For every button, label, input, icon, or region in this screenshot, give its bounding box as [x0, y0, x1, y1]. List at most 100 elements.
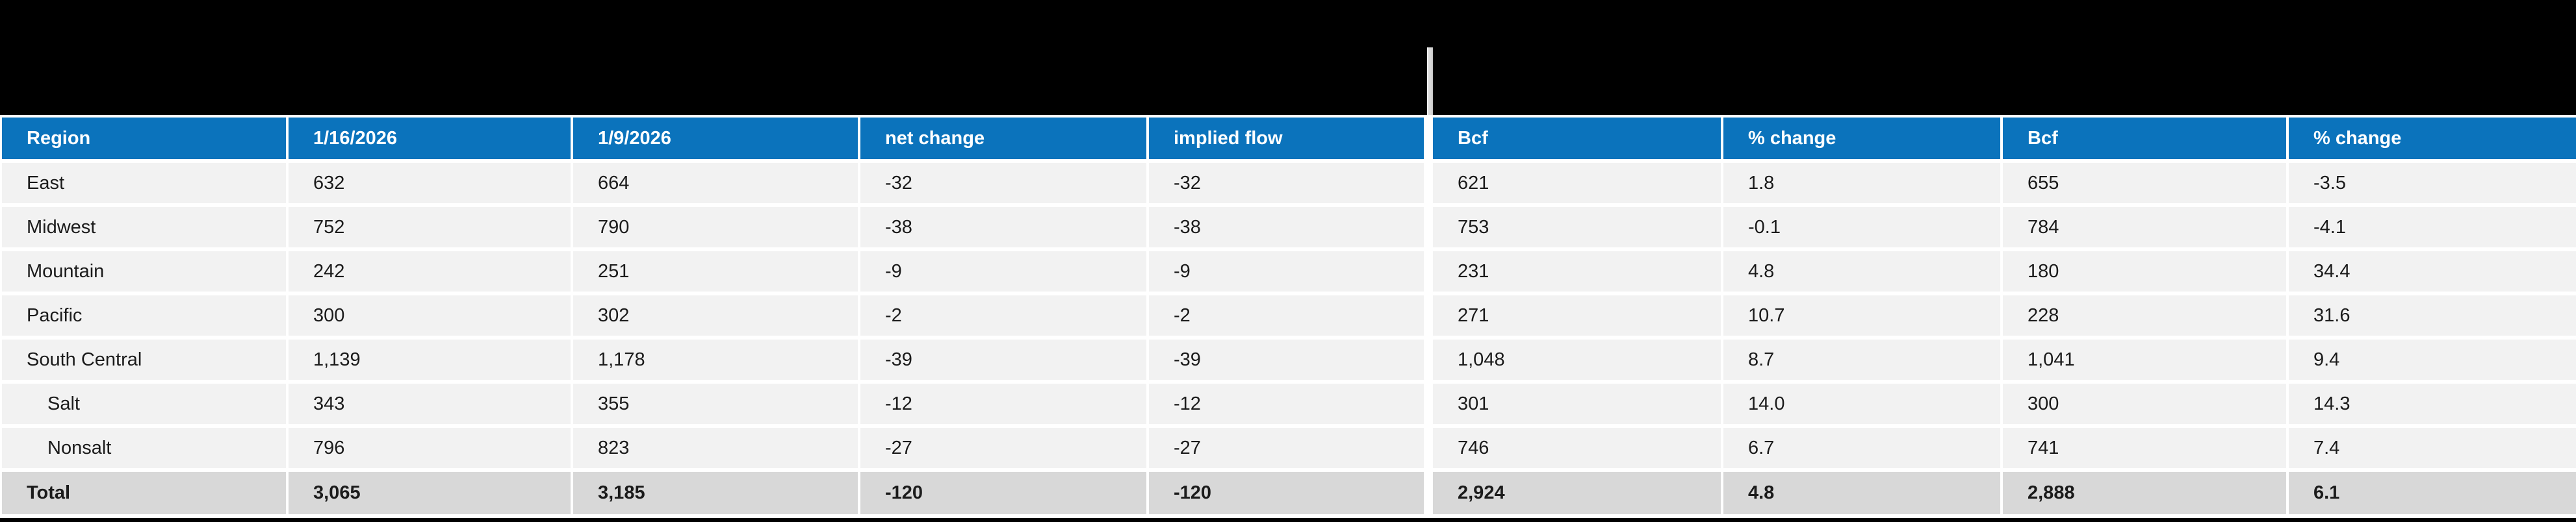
- cell: -27: [1149, 428, 1426, 468]
- cell: 300: [2003, 384, 2289, 424]
- header-cell-pct-change-2: % change: [2289, 118, 2576, 159]
- total-cell: 3,185: [573, 472, 860, 514]
- cell: 664: [573, 163, 860, 203]
- header-cell-date-prior: 1/9/2026: [573, 118, 860, 159]
- cell: 355: [573, 384, 860, 424]
- cell: 746: [1433, 428, 1723, 468]
- cell: 655: [2003, 163, 2289, 203]
- header-cell-region: Region: [2, 118, 289, 159]
- total-cell: -120: [1149, 472, 1426, 514]
- cell: 621: [1433, 163, 1723, 203]
- cell: -9: [1149, 251, 1426, 292]
- group-divider: [1426, 295, 1433, 336]
- total-cell: -120: [860, 472, 1149, 514]
- cell: 1,139: [289, 340, 573, 380]
- cell: 4.8: [1723, 251, 2003, 292]
- cell: -32: [1149, 163, 1426, 203]
- cell: 1,041: [2003, 340, 2289, 380]
- table-row: South Central 1,139 1,178 -39 -39 1,048 …: [2, 340, 2576, 380]
- cell: -12: [1149, 384, 1426, 424]
- cell: 796: [289, 428, 573, 468]
- cell: -2: [860, 295, 1149, 336]
- storage-table: Region 1/16/2026 1/9/2026 net change imp…: [0, 118, 2576, 515]
- cell: 31.6: [2289, 295, 2576, 336]
- group-divider: [1426, 207, 1433, 247]
- row-label: Pacific: [2, 295, 289, 336]
- cell: 271: [1433, 295, 1723, 336]
- row-label: Mountain: [2, 251, 289, 292]
- total-cell: 3,065: [289, 472, 573, 514]
- table-header-row: Region 1/16/2026 1/9/2026 net change imp…: [2, 118, 2576, 159]
- cell: 231: [1433, 251, 1723, 292]
- cell: 302: [573, 295, 860, 336]
- cell: 9.4: [2289, 340, 2576, 380]
- cell: -27: [860, 428, 1149, 468]
- group-divider: [1426, 163, 1433, 203]
- header-cell-implied-flow: implied flow: [1149, 118, 1426, 159]
- cell: 228: [2003, 295, 2289, 336]
- cell: -32: [860, 163, 1149, 203]
- cell: 14.3: [2289, 384, 2576, 424]
- cell: 741: [2003, 428, 2289, 468]
- cell: -39: [1149, 340, 1426, 380]
- cell: 34.4: [2289, 251, 2576, 292]
- table-row: Salt 343 355 -12 -12 301 14.0 300 14.3: [2, 384, 2576, 424]
- header-cell-bcf-2: Bcf: [2003, 118, 2289, 159]
- table-row: Midwest 752 790 -38 -38 753 -0.1 784 -4.…: [2, 207, 2576, 247]
- cell: 752: [289, 207, 573, 247]
- cell: 343: [289, 384, 573, 424]
- table-total-row: Total 3,065 3,185 -120 -120 2,924 4.8 2,…: [2, 472, 2576, 514]
- header-cell-net-change: net change: [860, 118, 1149, 159]
- cell: 14.0: [1723, 384, 2003, 424]
- cell: -12: [860, 384, 1149, 424]
- top-banner: [0, 0, 2576, 115]
- column-group-divider-line: [1427, 47, 1433, 115]
- total-cell: 2,924: [1433, 472, 1723, 514]
- cell: -0.1: [1723, 207, 2003, 247]
- cell: 784: [2003, 207, 2289, 247]
- table-row: Mountain 242 251 -9 -9 231 4.8 180 34.4: [2, 251, 2576, 292]
- cell: 823: [573, 428, 860, 468]
- cell: -2: [1149, 295, 1426, 336]
- cell: 301: [1433, 384, 1723, 424]
- cell: -3.5: [2289, 163, 2576, 203]
- group-divider: [1426, 340, 1433, 380]
- total-cell: 6.1: [2289, 472, 2576, 514]
- group-divider: [1426, 428, 1433, 468]
- cell: -39: [860, 340, 1149, 380]
- cell: 242: [289, 251, 573, 292]
- group-divider: [1426, 472, 1433, 514]
- cell: 6.7: [1723, 428, 2003, 468]
- cell: 753: [1433, 207, 1723, 247]
- row-label-indented: Salt: [2, 384, 289, 424]
- bottom-banner: [0, 518, 2576, 522]
- header-cell-bcf-1: Bcf: [1433, 118, 1723, 159]
- cell: 1,178: [573, 340, 860, 380]
- header-cell-date-current: 1/16/2026: [289, 118, 573, 159]
- cell: 300: [289, 295, 573, 336]
- header-cell-pct-change-1: % change: [1723, 118, 2003, 159]
- cell: -4.1: [2289, 207, 2576, 247]
- cell: 180: [2003, 251, 2289, 292]
- cell: -9: [860, 251, 1149, 292]
- cell: -38: [860, 207, 1149, 247]
- table-row: Nonsalt 796 823 -27 -27 746 6.7 741 7.4: [2, 428, 2576, 468]
- total-label: Total: [2, 472, 289, 514]
- cell: -38: [1149, 207, 1426, 247]
- table-row: Pacific 300 302 -2 -2 271 10.7 228 31.6: [2, 295, 2576, 336]
- cell: 632: [289, 163, 573, 203]
- cell: 251: [573, 251, 860, 292]
- row-label-indented: Nonsalt: [2, 428, 289, 468]
- total-cell: 2,888: [2003, 472, 2289, 514]
- cell: 1,048: [1433, 340, 1723, 380]
- group-divider: [1426, 118, 1433, 159]
- cell: 10.7: [1723, 295, 2003, 336]
- cell: 8.7: [1723, 340, 2003, 380]
- row-label: East: [2, 163, 289, 203]
- cell: 7.4: [2289, 428, 2576, 468]
- cell: 1.8: [1723, 163, 2003, 203]
- table-row: East 632 664 -32 -32 621 1.8 655 -3.5: [2, 163, 2576, 203]
- cell: 790: [573, 207, 860, 247]
- group-divider: [1426, 251, 1433, 292]
- row-label: Midwest: [2, 207, 289, 247]
